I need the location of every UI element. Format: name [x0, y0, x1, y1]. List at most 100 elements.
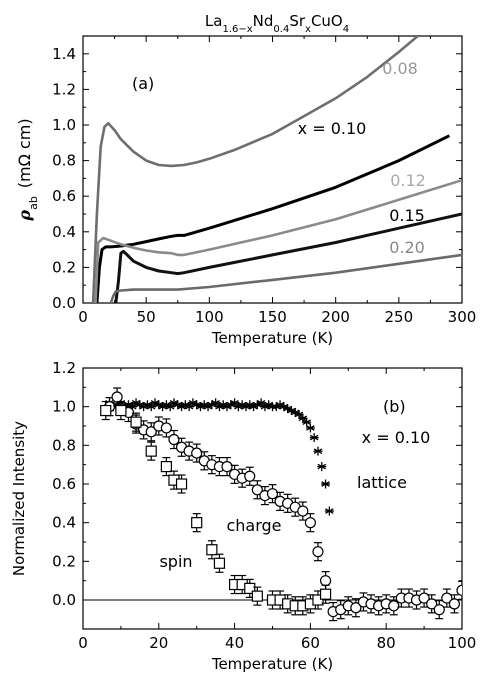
panel-b-circle-point-20 [259, 486, 271, 506]
panel-b-circle-point-32 [350, 598, 362, 618]
title-part-4: Sr [289, 12, 306, 30]
panel-b-asterisk-point-16 [165, 402, 175, 412]
panel-b-circle-point-1 [111, 387, 123, 407]
panel-a-xtick-label-0: 0 [78, 308, 88, 326]
panel-b-circle-point-18 [244, 466, 256, 486]
panel-a-ylabel-unit: (mΩ cm) [15, 118, 34, 188]
panel-b-xtick-label-1: 20 [149, 634, 168, 652]
panel-a-xtick-label-5: 250 [385, 308, 414, 326]
panel-a-xtick-label-3: 150 [258, 308, 287, 326]
panel-b-circle-point-7 [160, 418, 172, 438]
panel-b-ylabel: Normalized Intensity [10, 421, 28, 576]
panel-b-circle-point-37 [388, 596, 400, 616]
panel-b-ytick-label-3: 0.6 [52, 475, 76, 493]
panel-b-square-point-0 [100, 400, 112, 421]
panel-b-asterisk-point-40 [256, 398, 266, 408]
panel-b-asterisk-point-58 [324, 506, 334, 516]
panel-b-square-point-9 [213, 553, 226, 573]
panel-b-asterisk-point-56 [317, 462, 327, 472]
panel-b-circle-point-26 [304, 513, 316, 533]
panel-a-series-label-3: 0.15 [389, 206, 425, 225]
panel-b-asterisk-point-33 [230, 398, 240, 408]
panel-b-square-point-8 [206, 540, 218, 560]
panel-a-ytick-label-6: 1.2 [52, 80, 76, 98]
panel-b-square-point-6 [175, 474, 188, 494]
panel-b-ytick-label-1: 0.2 [52, 552, 76, 570]
panel-a-series-label-0: 0.08 [382, 59, 418, 78]
panel-b-asterisk-point-21 [184, 402, 194, 412]
panel-a-xtick-label-6: 300 [448, 308, 477, 326]
panel-b-square-point-13 [251, 586, 263, 606]
title-part-0: La [205, 12, 223, 30]
panel-b: 0 20 40 60 80 100 0.0 0.2 0.4 0.6 0.8 1.0 1.2 Tempera… [10, 359, 476, 673]
panel-b-xtick-label-2: 40 [225, 634, 244, 652]
panel-a: 0 50 100 150 200 250 300 0.0 0.2 0.4 0.6 0.8 1.0 1.2 1… [15, 35, 477, 347]
panel-a-ytick-label-2: 0.4 [52, 223, 76, 241]
panel-b-asterisk-point-55 [313, 446, 323, 456]
panel-b-square-point-7 [191, 513, 203, 533]
title-part-3: 0.4 [273, 24, 289, 35]
panel-b-asterisk-point-28 [211, 398, 221, 408]
panel-b-annotation: x = 0.10 [362, 428, 431, 447]
title-part-2: Nd [253, 12, 274, 30]
panel-b-xtick-label-3: 60 [301, 634, 320, 652]
panel-b-asterisk-point-11 [146, 402, 156, 412]
panel-b-circle-point-11 [191, 443, 203, 463]
panel-a-ytick-label-7: 1.4 [52, 45, 76, 63]
panel-a-ytick-label-3: 0.6 [52, 187, 76, 205]
panel-b-xlabel: Temperature (K) [211, 655, 333, 673]
panel-a-ytick-label-1: 0.2 [52, 258, 76, 276]
panel-a-series-line-1 [95, 134, 451, 303]
panel-b-square-point-2 [130, 412, 142, 432]
panel-a-series-label-1: x = 0.10 [298, 119, 367, 138]
panel-b-square-point-12 [244, 578, 256, 599]
panel-a-ylabel-symbol: ρ [15, 210, 34, 222]
panel-b-points [100, 387, 462, 622]
panel-a-label: (a) [132, 74, 154, 93]
panel-a-series-line-2 [94, 178, 462, 303]
panel-a-series-line-3 [114, 212, 462, 303]
panel-b-circle-point-45 [448, 594, 461, 614]
panel-b-circle-point-41 [418, 588, 430, 608]
panel-b-series-label-2: spin [159, 552, 192, 571]
panel-b-asterisk-point-50 [294, 409, 304, 419]
title-part-1: 1.6−x [222, 24, 252, 35]
panel-a-series-label-4: 0.20 [389, 238, 425, 257]
panel-b-asterisk-point-52 [302, 417, 312, 427]
panel-b-asterisk-point-57 [321, 479, 331, 489]
panel-b-xtick-label-5: 100 [448, 634, 477, 652]
panel-b-series-label-1: charge [226, 516, 281, 535]
panel-a-xtick-label-4: 200 [321, 308, 350, 326]
panel-b-square-point-21 [319, 584, 332, 604]
panel-a-ylabel: ρab (mΩ cm) [15, 118, 40, 221]
panel-a-ytick-label-5: 1.0 [52, 116, 76, 134]
panel-b-square-point-20 [312, 590, 324, 610]
panel-b-ytick-label-0: 0.0 [52, 591, 76, 609]
panel-b-circle-point-42 [426, 594, 438, 614]
panel-a-ytick-label-4: 0.8 [52, 152, 76, 170]
panel-b-circle-point-46 [456, 580, 462, 600]
panel-b-ytick-label-4: 0.8 [52, 436, 76, 454]
panel-b-circle-point-8 [168, 429, 180, 450]
panel-b-ytick-label-5: 1.0 [52, 398, 76, 416]
title-part-6: CuO [311, 12, 343, 30]
panel-b-square-point-3 [145, 441, 157, 461]
panel-b-ytick-label-6: 1.2 [52, 359, 76, 377]
panel-a-xtick-label-2: 100 [195, 308, 224, 326]
panel-b-ytick-label-2: 0.4 [52, 514, 76, 532]
panel-b-xtick-label-0: 0 [78, 634, 88, 652]
panel-a-series-label-2: 0.12 [390, 171, 426, 190]
panel-a-xtick-label-1: 50 [137, 308, 156, 326]
panel-a-lines [91, 36, 462, 303]
panel-b-circle-point-27 [312, 542, 324, 562]
panel-b-circle-point-44 [441, 588, 453, 608]
title-part-7: 4 [343, 24, 349, 35]
panel-b-circle-point-19 [251, 480, 263, 500]
panel-a-ylabel-sub: ab [27, 196, 40, 210]
panel-a-xlabel: Temperature (K) [211, 329, 333, 347]
panel-b-asterisk-point-51 [298, 413, 308, 423]
panel-b-label: (b) [383, 397, 406, 416]
title-part-5: x [305, 24, 311, 35]
panel-b-asterisk-point-53 [305, 423, 315, 433]
